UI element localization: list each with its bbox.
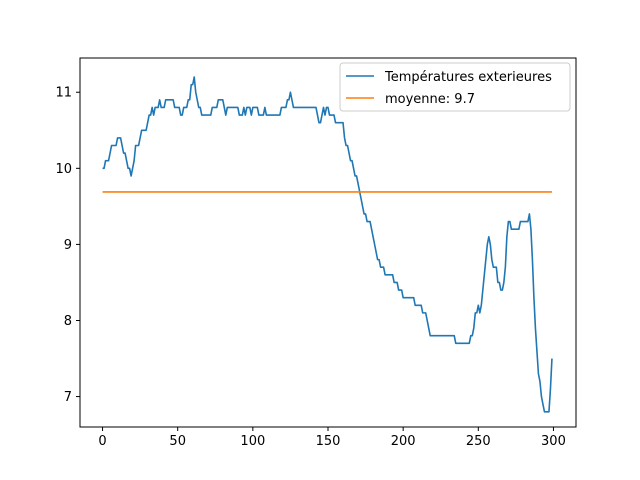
legend-label-1: moyenne: 9.7 <box>385 92 475 107</box>
y-tick-label: 10 <box>55 162 72 177</box>
y-tick-label: 11 <box>55 86 72 101</box>
y-axis: 7 8 9 10 11 <box>55 86 80 405</box>
legend-box <box>339 62 571 112</box>
x-tick-label: 300 <box>541 434 566 449</box>
series-line-0 <box>102 76 553 413</box>
x-tick-label: 150 <box>316 434 341 449</box>
x-tick-label: 50 <box>169 434 186 449</box>
x-tick-label: 200 <box>391 434 416 449</box>
x-axis: 0 50 100 150 200 250 300 <box>98 427 566 449</box>
y-tick-label: 8 <box>64 314 72 329</box>
x-tick-label: 100 <box>240 434 265 449</box>
legend: Températures exterieures moyenne: 9.7 <box>339 62 571 112</box>
x-tick-label: 0 <box>98 434 106 449</box>
x-tick-label: 250 <box>466 434 491 449</box>
legend-label-0: Températures exterieures <box>384 70 552 85</box>
y-tick-label: 9 <box>64 238 72 253</box>
series-layer <box>102 76 553 413</box>
y-tick-label: 7 <box>64 390 72 405</box>
